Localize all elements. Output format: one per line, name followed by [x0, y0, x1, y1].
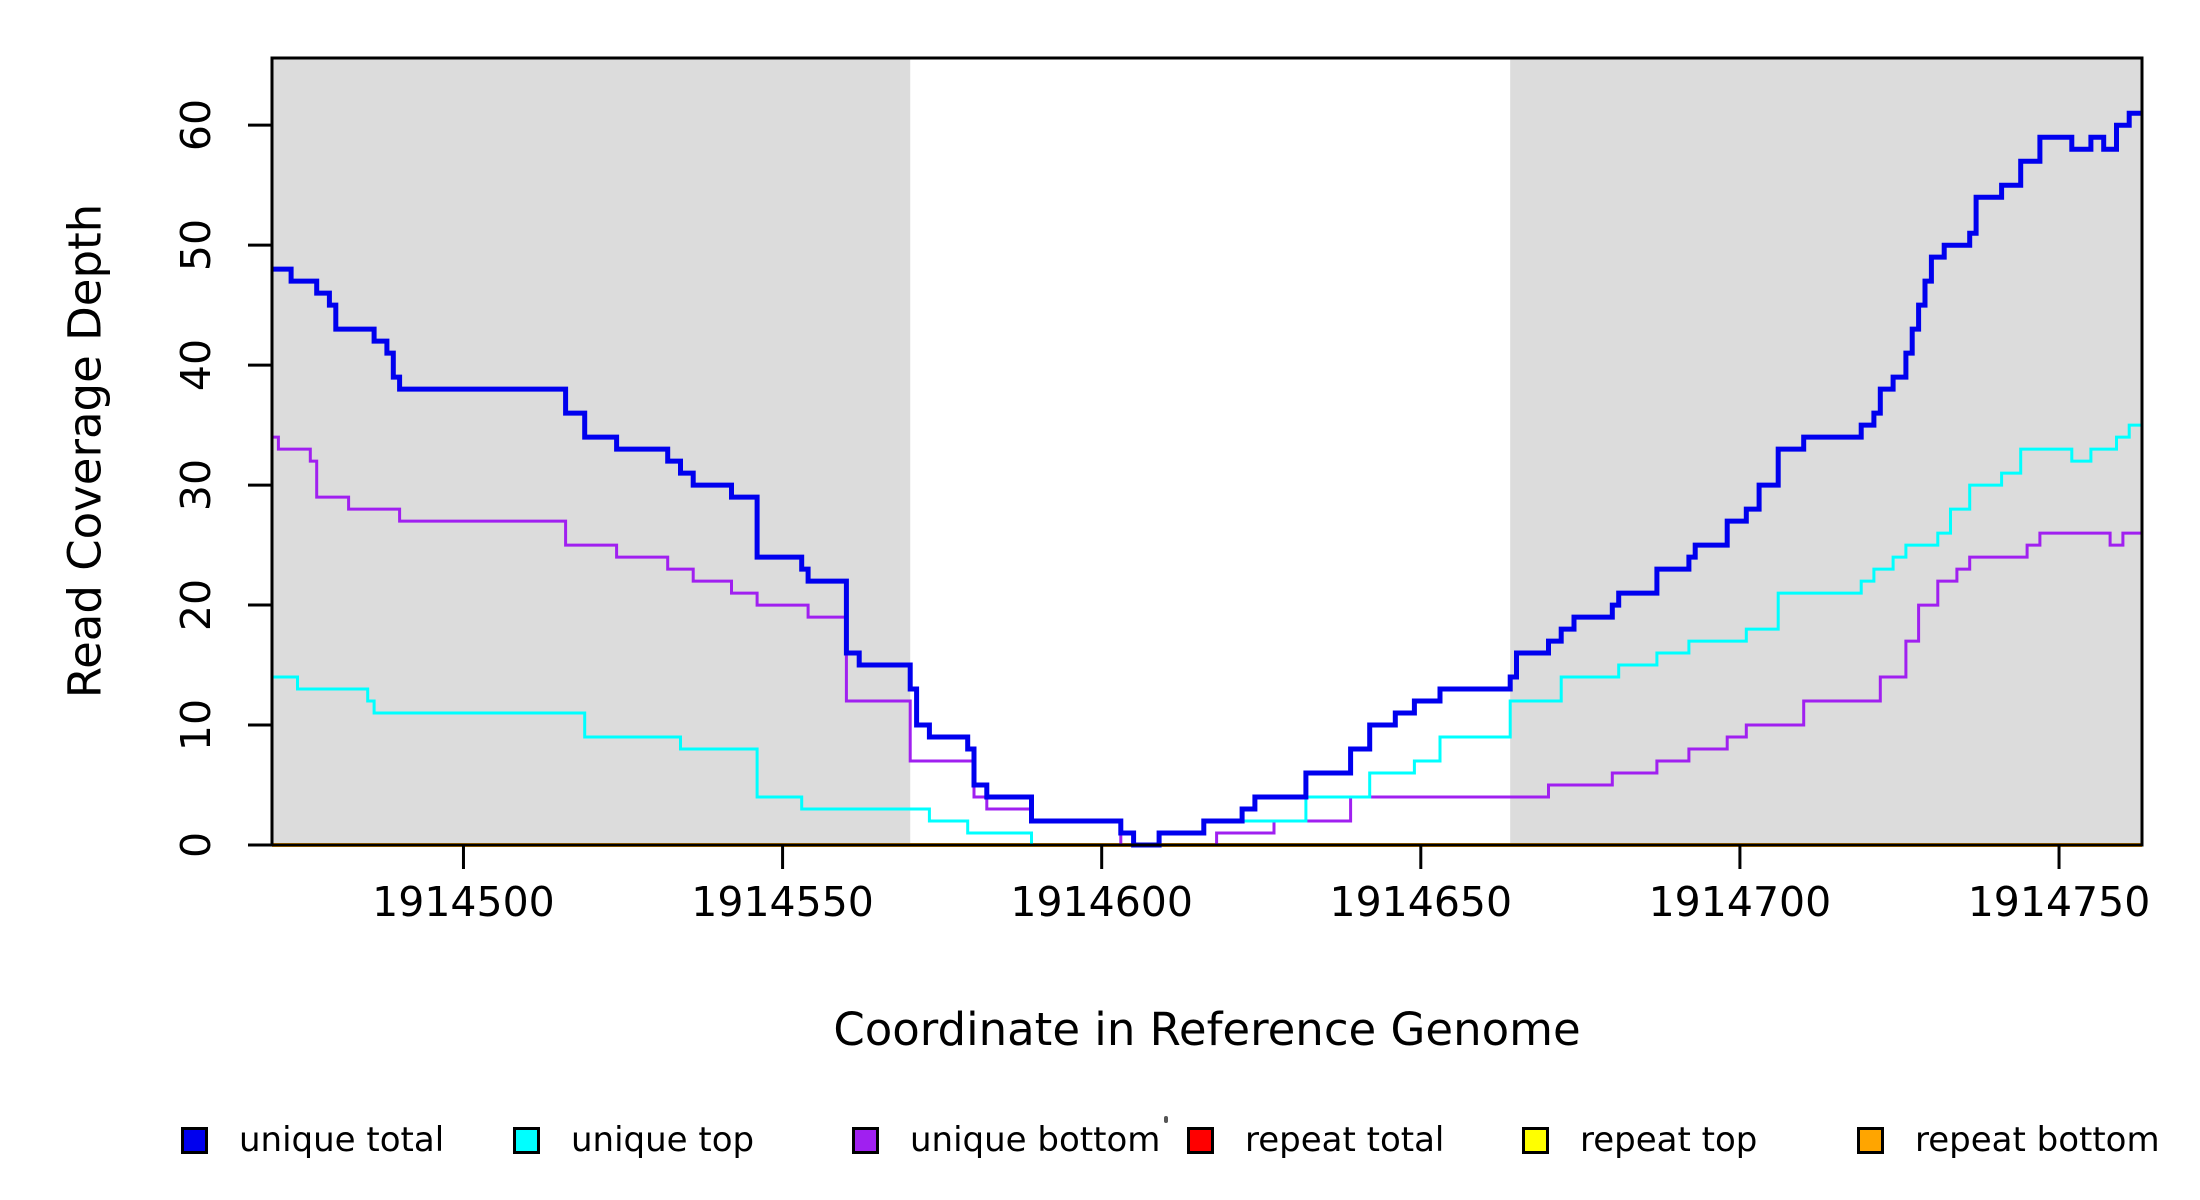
- x-tick-label: 1914500: [372, 878, 555, 926]
- stray-mark: [1164, 1116, 1168, 1123]
- y-axis-title: Read Coverage Depth: [58, 203, 112, 699]
- series-unique-bottom-line: [272, 435, 2142, 847]
- x-tick-label: 1914750: [1967, 878, 2151, 926]
- y-tick-label: 60: [172, 99, 220, 152]
- y-tick-label: 50: [172, 219, 220, 272]
- plot-border: [270, 56, 2144, 847]
- x-tick-label: 1914550: [691, 878, 874, 926]
- x-axis-title: Coordinate in Reference Genome: [833, 1003, 1581, 1056]
- y-tick-label: 0: [172, 831, 220, 859]
- x-tick-label: 1914600: [1010, 878, 1193, 926]
- series-unique-total-line: [272, 110, 2142, 848]
- y-tick-label: 20: [172, 578, 220, 632]
- x-tick-label: 1914700: [1648, 878, 1832, 926]
- shaded-region: [1510, 58, 2142, 845]
- y-tick-label: 40: [172, 339, 220, 392]
- series-unique-top-line: [272, 423, 2142, 847]
- x-tick-label: 1914650: [1329, 878, 1513, 926]
- y-tick-label: 30: [172, 458, 220, 512]
- shaded-region: [272, 58, 911, 845]
- y-tick-label: 10: [172, 698, 220, 752]
